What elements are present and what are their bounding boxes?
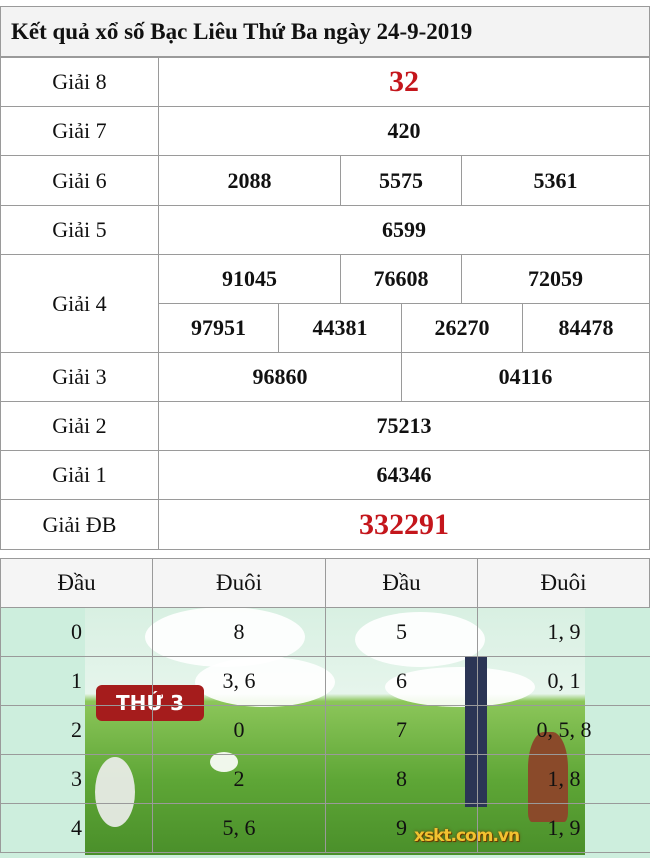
prize-label: Giải ĐB <box>0 499 159 550</box>
loto-head-cell: 5 <box>325 607 478 657</box>
prize-2-value: 75213 <box>158 401 650 451</box>
prize-4-value: 76608 <box>340 254 462 304</box>
special-prize-value: 332291 <box>158 499 650 550</box>
prize-label: Giải 4 <box>0 254 159 353</box>
prize-3-value: 04116 <box>401 352 650 402</box>
weekday-badge: THỨ 3 <box>96 685 204 721</box>
loto-tail-cell: 0, 1 <box>477 656 650 706</box>
prize-label: Giải 1 <box>0 450 159 500</box>
header-duoi: Đuôi <box>152 558 326 608</box>
loto-tail-cell: 1, 8 <box>477 754 650 804</box>
prize-4-value: 72059 <box>461 254 650 304</box>
page-title: Kết quả xổ số Bạc Liêu Thứ Ba ngày 24-9-… <box>0 6 650 57</box>
prize-label: Giải 3 <box>0 352 159 402</box>
loto-head-cell: 8 <box>325 754 478 804</box>
prize-5-value: 6599 <box>158 205 650 255</box>
prize-1-value: 64346 <box>158 450 650 500</box>
prize-label: Giải 6 <box>0 155 159 206</box>
loto-tail-cell: 1, 9 <box>477 607 650 657</box>
loto-head-cell: 9 <box>325 803 478 853</box>
prize-label: Giải 5 <box>0 205 159 255</box>
loto-tail-cell: 3, 6 <box>152 656 326 706</box>
prize-label: Giải 8 <box>0 57 159 107</box>
site-watermark-logo: xskt.com.vn <box>414 826 520 846</box>
loto-tail-cell: 5, 6 <box>152 803 326 853</box>
prize-6-value: 2088 <box>158 155 341 206</box>
loto-head-cell: 4 <box>0 803 153 853</box>
prize-label: Giải 2 <box>0 401 159 451</box>
prize-8-value: 32 <box>158 57 650 107</box>
prize-4-value: 84478 <box>522 303 650 353</box>
header-dau: Đầu <box>325 558 478 608</box>
prize-4-value: 26270 <box>401 303 523 353</box>
prize-label: Giải 7 <box>0 106 159 156</box>
prize-6-value: 5361 <box>461 155 650 206</box>
meadow-illustration <box>85 607 585 855</box>
prize-4-value: 44381 <box>278 303 402 353</box>
prize-4-value: 97951 <box>158 303 279 353</box>
loto-head-cell: 0 <box>0 607 153 657</box>
loto-tail-cell: 1, 9 <box>477 803 650 853</box>
loto-head-cell: 3 <box>0 754 153 804</box>
loto-head-cell: 2 <box>0 705 153 755</box>
prize-7-value: 420 <box>158 106 650 156</box>
loto-tail-cell: 0 <box>152 705 326 755</box>
loto-tail-cell: 0, 5, 8 <box>477 705 650 755</box>
prize-4-value: 91045 <box>158 254 341 304</box>
header-duoi: Đuôi <box>477 558 650 608</box>
prize-6-value: 5575 <box>340 155 462 206</box>
loto-head-cell: 1 <box>0 656 153 706</box>
loto-head-cell: 7 <box>325 705 478 755</box>
header-dau: Đầu <box>0 558 153 608</box>
loto-head-cell: 6 <box>325 656 478 706</box>
loto-tail-cell: 8 <box>152 607 326 657</box>
prize-3-value: 96860 <box>158 352 402 402</box>
loto-tail-cell: 2 <box>152 754 326 804</box>
